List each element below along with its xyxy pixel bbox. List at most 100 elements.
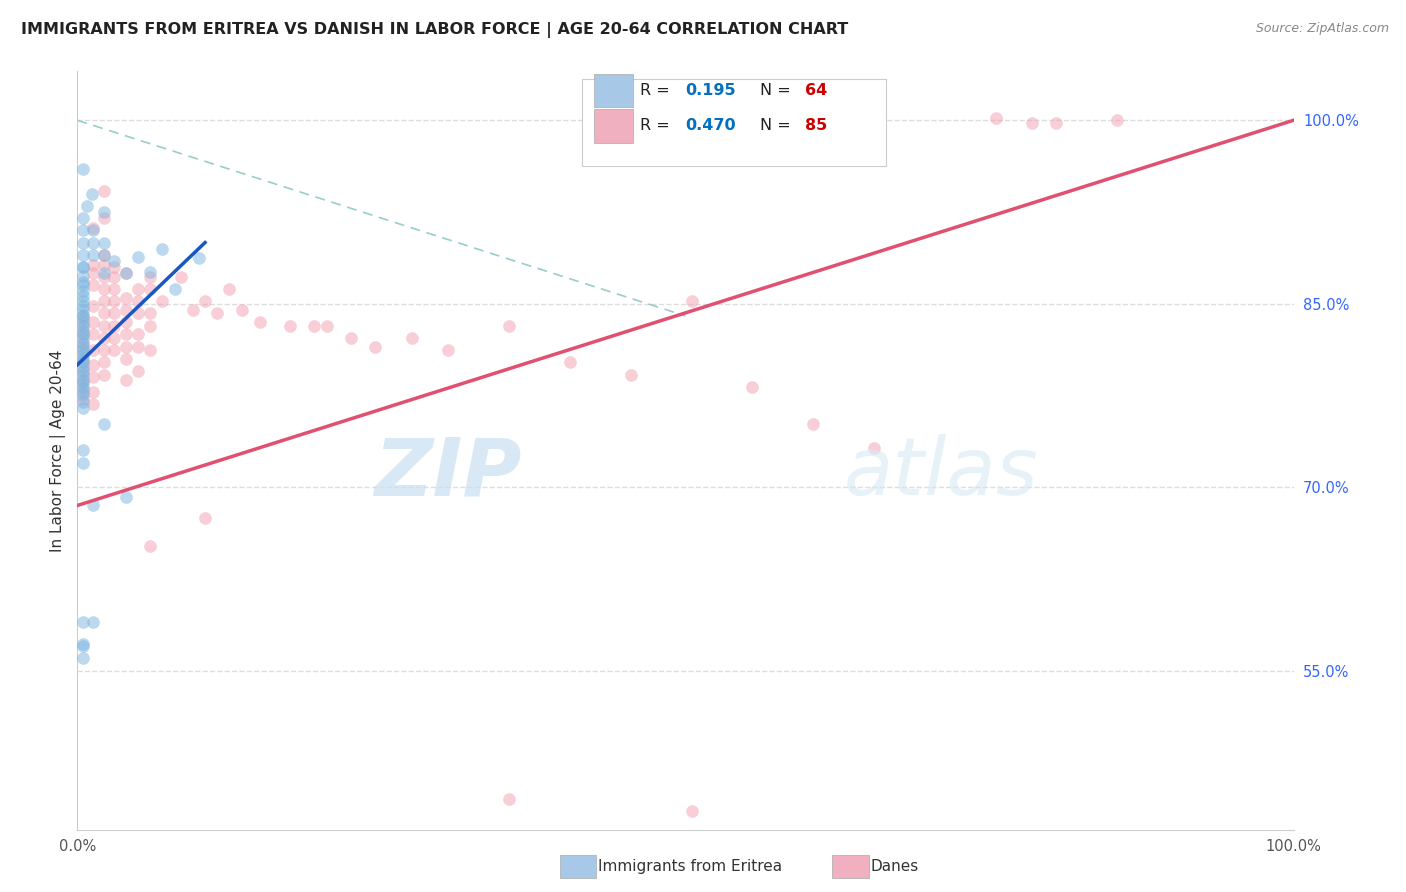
Point <box>93 235 115 250</box>
Point <box>80 186 103 201</box>
Text: ZIP: ZIP <box>374 434 522 512</box>
Point <box>72 162 94 177</box>
Point <box>103 253 125 268</box>
Point <box>82 370 104 384</box>
Point <box>72 315 94 329</box>
Point <box>340 331 363 345</box>
Point <box>72 294 94 309</box>
Point <box>72 260 94 274</box>
Point <box>72 318 94 333</box>
Point <box>72 289 94 303</box>
Point <box>72 324 94 338</box>
Point <box>72 327 94 342</box>
Point <box>72 372 94 386</box>
Text: IMMIGRANTS FROM ERITREA VS DANISH IN LABOR FORCE | AGE 20-64 CORRELATION CHART: IMMIGRANTS FROM ERITREA VS DANISH IN LAB… <box>21 22 848 38</box>
Point <box>437 343 460 358</box>
Point <box>93 258 115 272</box>
Point <box>249 315 271 329</box>
Point <box>72 335 94 350</box>
Point <box>115 266 138 280</box>
Point <box>103 294 125 309</box>
Point <box>72 268 94 283</box>
Point <box>984 111 1007 125</box>
Point <box>115 302 138 317</box>
Point <box>231 302 253 317</box>
Point <box>115 490 138 504</box>
Point <box>93 282 115 296</box>
Point <box>72 308 94 322</box>
Point <box>93 318 115 333</box>
Point <box>72 443 94 458</box>
Point <box>304 318 326 333</box>
Point <box>72 339 94 353</box>
Point <box>863 441 886 455</box>
Point <box>103 318 125 333</box>
Point <box>82 384 104 399</box>
Point <box>315 318 337 333</box>
Point <box>76 199 98 213</box>
Point <box>72 394 94 409</box>
Point <box>127 364 149 378</box>
Text: N =: N = <box>759 83 796 98</box>
Point <box>72 376 94 391</box>
Point <box>1107 113 1129 128</box>
Point <box>72 360 94 375</box>
Point <box>93 368 115 382</box>
Point <box>681 294 703 309</box>
Point <box>103 260 125 274</box>
Point <box>72 351 94 366</box>
Point <box>620 368 643 382</box>
Point <box>1045 116 1067 130</box>
Point <box>218 282 240 296</box>
Point <box>82 343 104 358</box>
Point <box>93 248 115 262</box>
Point <box>278 318 301 333</box>
Text: Danes: Danes <box>870 859 918 873</box>
Point <box>93 294 115 309</box>
Point <box>72 235 94 250</box>
Point <box>72 639 94 653</box>
Point <box>72 372 94 386</box>
Point <box>103 269 125 284</box>
Point <box>127 250 149 264</box>
Point <box>82 299 104 313</box>
Point <box>72 637 94 651</box>
Text: R =: R = <box>640 119 675 134</box>
Point <box>72 343 94 358</box>
Point <box>72 615 94 629</box>
Point <box>72 348 94 362</box>
Point <box>93 205 115 219</box>
Point <box>558 355 581 369</box>
Point <box>72 368 94 382</box>
Point <box>82 358 104 372</box>
Point <box>82 248 104 262</box>
Point <box>72 401 94 415</box>
Point <box>72 248 94 262</box>
Point <box>72 364 94 378</box>
Text: 0.195: 0.195 <box>686 83 737 98</box>
Point <box>139 343 162 358</box>
Point <box>498 792 520 806</box>
Point <box>194 510 217 524</box>
Point <box>72 345 94 359</box>
Point <box>801 417 824 431</box>
Point <box>93 211 115 226</box>
Point <box>188 252 211 266</box>
Text: R =: R = <box>640 83 675 98</box>
Point <box>82 235 104 250</box>
Point <box>103 282 125 296</box>
Point <box>82 499 104 513</box>
Point <box>72 223 94 237</box>
Point <box>82 258 104 272</box>
Point <box>82 220 104 235</box>
Point <box>127 339 149 353</box>
FancyBboxPatch shape <box>595 109 633 143</box>
Point <box>72 355 94 369</box>
Point <box>401 331 423 345</box>
Point <box>93 343 115 358</box>
Point <box>152 242 174 256</box>
Point <box>139 318 162 333</box>
Point <box>194 294 217 309</box>
Point <box>170 269 193 284</box>
Point <box>93 306 115 320</box>
